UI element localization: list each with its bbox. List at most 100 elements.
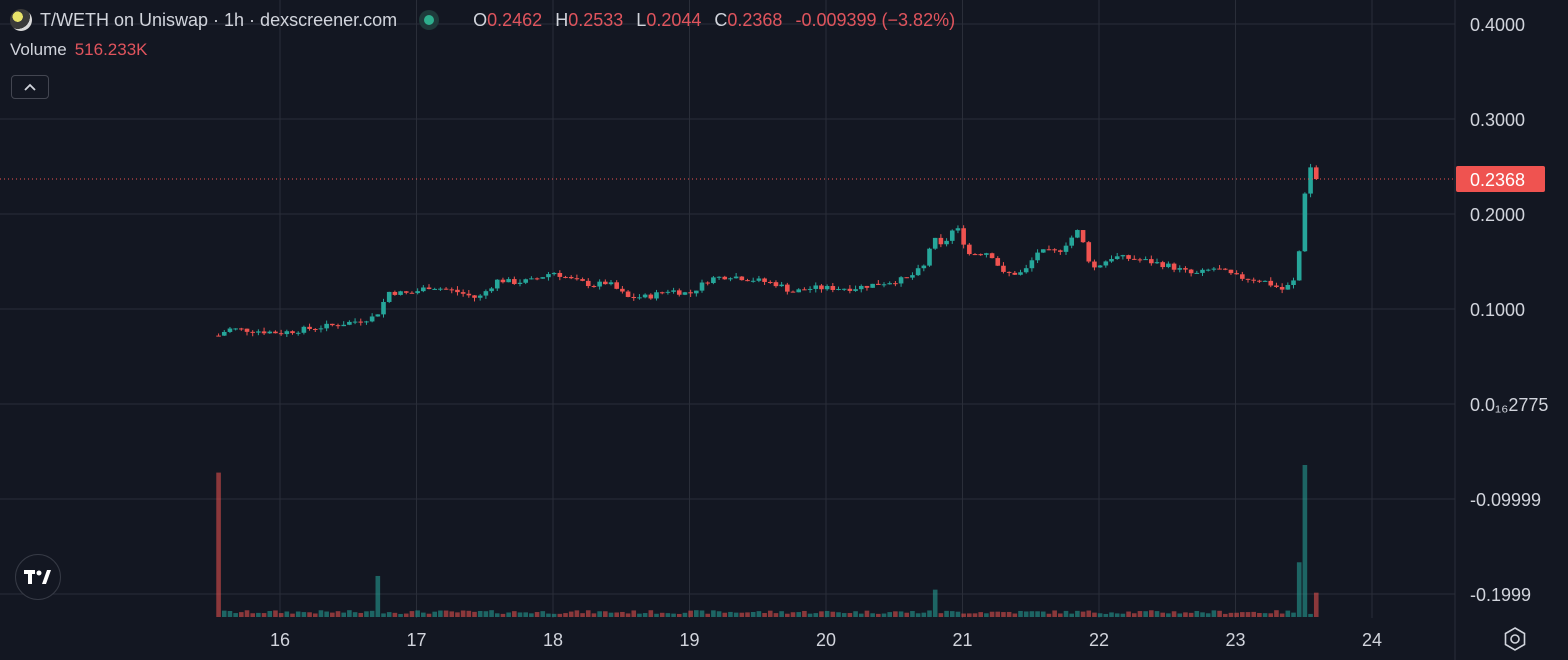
volume-bar	[716, 611, 722, 617]
x-tick-label: 18	[543, 630, 563, 650]
x-tick-label: 19	[679, 630, 699, 650]
candle-body	[318, 328, 324, 330]
candle-body	[1200, 269, 1205, 273]
candle-body	[540, 277, 546, 279]
candle-body	[477, 295, 483, 298]
candle-body	[1217, 268, 1222, 270]
x-tick-label: 22	[1089, 630, 1109, 650]
volume-bar	[1160, 612, 1165, 617]
volume-bar	[984, 613, 989, 617]
candle-body	[915, 268, 921, 276]
candle-body	[1160, 262, 1165, 268]
volume-bar	[762, 612, 767, 617]
candle-body	[1001, 265, 1006, 272]
candle-body	[978, 254, 983, 256]
candle-body	[932, 237, 938, 249]
candle-body	[1285, 285, 1291, 290]
candle-body	[1131, 258, 1137, 260]
volume-bar	[273, 610, 278, 617]
volume-bar	[284, 611, 290, 617]
volume-bar	[853, 611, 858, 617]
volume-bar	[546, 613, 551, 617]
candle-body	[1166, 263, 1171, 268]
volume-bar	[330, 612, 335, 617]
volume-bar	[335, 611, 341, 617]
candle-body	[841, 288, 847, 290]
volume-bar	[540, 611, 546, 617]
candle-body	[347, 321, 352, 325]
volume-bar	[858, 613, 864, 617]
volume-bar	[796, 612, 801, 617]
candle-body	[415, 291, 420, 294]
volume-bar	[972, 613, 978, 617]
candle-body	[239, 328, 244, 330]
candle-body	[1018, 272, 1023, 275]
candle-body	[614, 282, 619, 289]
open-label: O	[473, 10, 488, 30]
x-tick-label: 21	[952, 630, 972, 650]
volume-bar	[1092, 612, 1097, 617]
volume-bar	[989, 611, 995, 617]
candle-body	[864, 285, 870, 288]
volume-bar	[591, 613, 597, 617]
candle-body	[1268, 280, 1274, 286]
volume-bar	[1035, 611, 1040, 617]
candle-body	[324, 323, 329, 329]
candle-body	[1222, 268, 1228, 270]
candle-body	[893, 283, 898, 285]
volume-bar	[1222, 613, 1228, 617]
volume-bar	[949, 611, 955, 617]
candle-body	[330, 323, 335, 326]
volume-bar	[244, 610, 250, 617]
candle-body	[574, 278, 580, 280]
candle-body	[819, 285, 824, 290]
volume-bar	[887, 612, 892, 617]
low-label: L	[636, 10, 647, 30]
tradingview-logo[interactable]	[15, 554, 61, 600]
candle-body	[1058, 250, 1063, 252]
candle-body	[455, 289, 460, 293]
volume-bar	[620, 611, 625, 617]
candle-body	[1245, 278, 1251, 280]
volume-bar	[705, 613, 710, 617]
candle-body	[1137, 259, 1143, 261]
volume-bar	[824, 610, 830, 617]
volume-bar	[1029, 611, 1035, 617]
volume-bar	[341, 612, 346, 617]
candle-body	[256, 331, 261, 333]
volume-bar	[1200, 612, 1205, 617]
candle-body	[722, 276, 728, 280]
candle-body	[830, 286, 836, 290]
volume-bar	[1302, 465, 1308, 617]
volume-bar	[494, 613, 500, 617]
collapse-legend-button[interactable]	[11, 75, 49, 99]
volume-bar	[1126, 611, 1131, 617]
candle-body	[1188, 269, 1194, 274]
candle-body	[466, 293, 472, 296]
volume-bar	[1154, 611, 1160, 617]
volume-bar	[438, 610, 443, 617]
volume-bar	[227, 610, 233, 617]
candle-body	[1063, 245, 1069, 252]
volume-bar	[472, 611, 477, 617]
volume-bar	[864, 610, 870, 617]
volume-bar	[961, 613, 966, 617]
volume-bar	[398, 613, 403, 617]
volume-label: Volume	[10, 40, 67, 59]
volume-bar	[534, 612, 540, 617]
candle-body	[767, 281, 773, 283]
candle-body	[779, 284, 784, 287]
change-value: -0.009399 (−3.82%)	[795, 10, 956, 30]
volume-bar	[745, 612, 750, 617]
volume-bar	[694, 610, 699, 617]
candle-body	[438, 288, 443, 290]
candle-body	[1234, 273, 1239, 275]
gear-icon[interactable]	[1502, 626, 1528, 652]
candle-body	[773, 282, 779, 287]
time-axis[interactable]: 16 17 18 19 20 21 22 23 24	[270, 630, 1382, 650]
candle-body	[984, 253, 989, 255]
volume-bar	[1183, 612, 1188, 617]
price-axis[interactable]: 0.4000 0.3000 0.2000 0.1000 0.0₁₆2775 -0.0999…	[1470, 15, 1548, 605]
candle-body	[250, 331, 255, 333]
